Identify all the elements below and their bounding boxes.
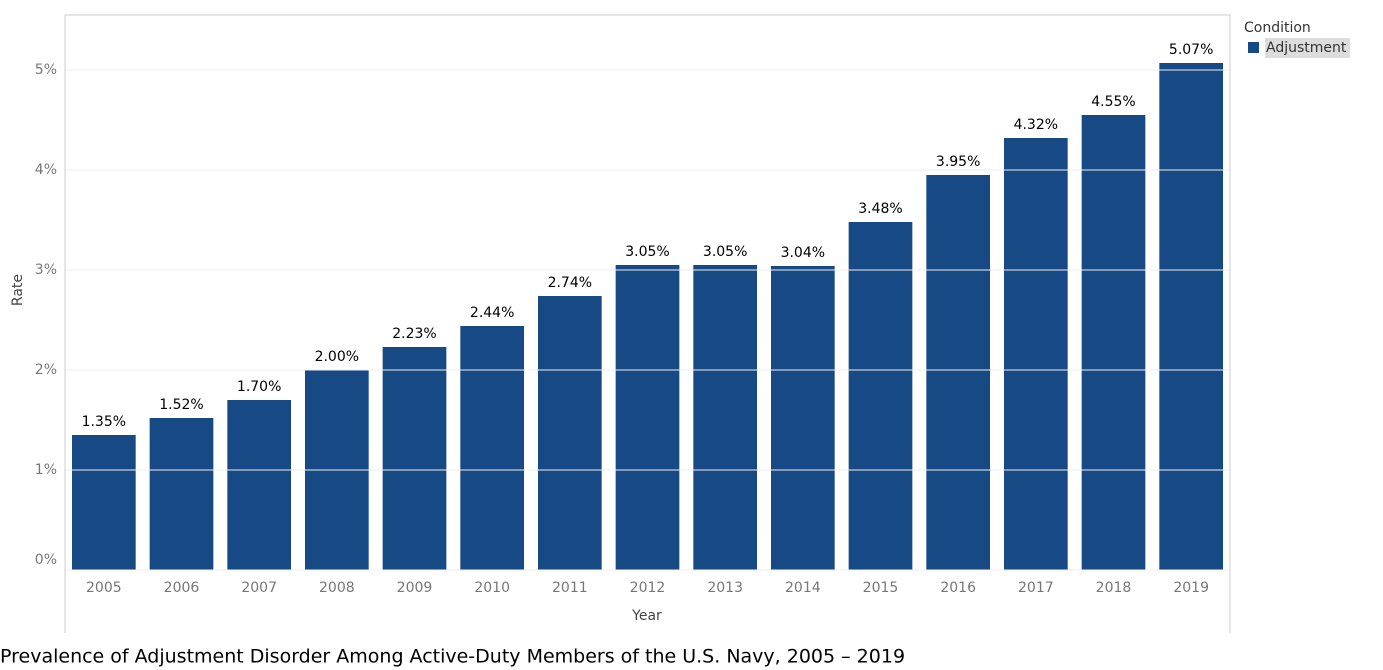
chart-title: Prevalence of Adjustment Disorder Among … xyxy=(0,646,905,668)
legend-highlight xyxy=(1265,38,1350,58)
y-tick-label: 5% xyxy=(35,62,57,78)
bar xyxy=(227,400,292,570)
value-label: 3.05% xyxy=(703,244,747,260)
x-tick-label: 2011 xyxy=(552,580,588,596)
x-tick-label: 2010 xyxy=(474,580,510,596)
value-label: 3.04% xyxy=(781,245,825,261)
bar xyxy=(149,418,214,570)
bar xyxy=(693,265,758,570)
y-tick-label: 1% xyxy=(35,462,57,478)
value-label: 4.55% xyxy=(1091,94,1135,110)
bar xyxy=(1159,63,1224,570)
bar xyxy=(615,265,680,570)
legend-title: Condition xyxy=(1244,20,1311,36)
x-tick-label: 2009 xyxy=(397,580,433,596)
legend-label[interactable]: Adjustment xyxy=(1266,40,1347,56)
bar xyxy=(71,435,136,570)
bar xyxy=(926,175,991,570)
value-label: 2.23% xyxy=(392,326,436,342)
bar xyxy=(1003,138,1068,570)
x-tick-label: 2013 xyxy=(707,580,743,596)
legend-swatch xyxy=(1248,42,1259,53)
bar xyxy=(770,266,835,570)
x-tick-label: 2008 xyxy=(319,580,355,596)
value-label: 5.07% xyxy=(1169,42,1213,58)
x-tick-label: 2018 xyxy=(1096,580,1132,596)
bar xyxy=(1081,115,1146,570)
x-tick-label: 2015 xyxy=(863,580,899,596)
value-label: 1.70% xyxy=(237,379,281,395)
x-tick-label: 2016 xyxy=(940,580,976,596)
x-axis-label: Year xyxy=(631,608,662,624)
value-label: 1.35% xyxy=(82,414,126,430)
y-axis-label: Rate xyxy=(10,274,26,306)
x-tick-label: 2012 xyxy=(630,580,666,596)
x-tick-label: 2017 xyxy=(1018,580,1054,596)
bar xyxy=(537,296,602,570)
value-label: 1.52% xyxy=(159,397,203,413)
value-label: 2.44% xyxy=(470,305,514,321)
bar xyxy=(460,326,525,570)
y-tick-label: 3% xyxy=(35,262,57,278)
value-label: 4.32% xyxy=(1014,117,1058,133)
value-label: 2.74% xyxy=(548,275,592,291)
value-label: 3.05% xyxy=(625,244,669,260)
value-label: 2.00% xyxy=(315,349,359,365)
x-tick-label: 2007 xyxy=(241,580,277,596)
value-label: 3.48% xyxy=(858,201,902,217)
x-tick-label: 2019 xyxy=(1173,580,1209,596)
y-tick-label: 2% xyxy=(35,362,57,378)
bar xyxy=(848,222,913,570)
bar xyxy=(382,347,447,570)
x-tick-label: 2014 xyxy=(785,580,821,596)
x-tick-label: 2006 xyxy=(164,580,200,596)
y-tick-label: 0% xyxy=(35,552,57,568)
x-tick-label: 2005 xyxy=(86,580,122,596)
y-tick-label: 4% xyxy=(35,162,57,178)
value-label: 3.95% xyxy=(936,154,980,170)
